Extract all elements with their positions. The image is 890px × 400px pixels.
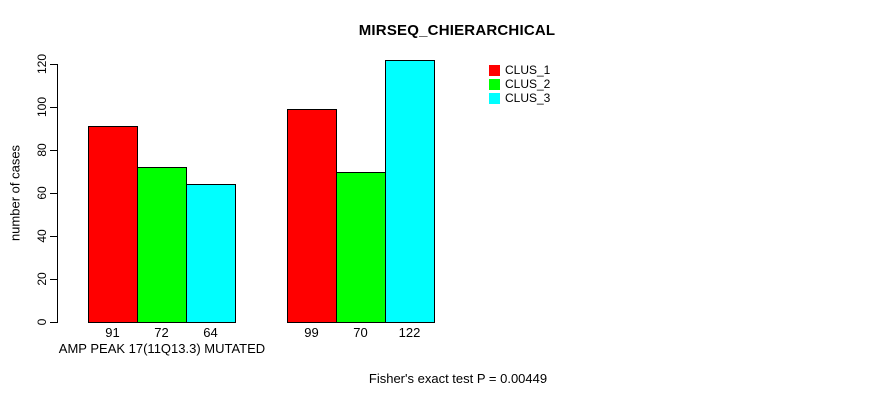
y-axis-tick xyxy=(50,107,58,108)
y-axis-tick-label: 0 xyxy=(35,318,49,326)
y-axis-tick-label: 120 xyxy=(35,53,49,75)
legend-color-swatch-clus_3 xyxy=(489,92,500,104)
y-axis-tick xyxy=(50,193,58,194)
chart-title: MIRSEQ_CHIERARCHICAL xyxy=(358,22,556,39)
bar-value-label: 64 xyxy=(203,325,218,340)
fisher-test-annotation: Fisher's exact test P = 0.00449 xyxy=(368,371,548,386)
bar-clus_3-group1 xyxy=(186,184,236,323)
bar-clus_2-group2 xyxy=(336,171,386,323)
y-axis-tick-label: 40 xyxy=(35,229,49,243)
bar-value-label: 91 xyxy=(105,325,120,340)
y-axis-tick xyxy=(50,279,58,280)
y-axis-tick xyxy=(50,150,58,151)
x-axis-group-label: AMP PEAK 17(11Q13.3) MUTATED xyxy=(58,341,266,356)
bar-value-label: 70 xyxy=(353,325,368,340)
bar-value-label: 99 xyxy=(304,325,319,340)
y-axis-tick-label: 20 xyxy=(35,272,49,286)
legend-label: CLUS_1 xyxy=(505,63,551,77)
bar-clus_1-group2 xyxy=(287,109,337,323)
bar-value-label: 122 xyxy=(398,325,421,340)
y-axis-tick xyxy=(50,236,58,237)
bar-clus_3-group2 xyxy=(385,59,435,323)
legend-item: CLUS_3 xyxy=(489,92,550,104)
legend-item: CLUS_1 xyxy=(489,64,550,76)
bar-value-label: 72 xyxy=(154,325,169,340)
y-axis-tick xyxy=(50,322,58,323)
legend-label: CLUS_2 xyxy=(505,77,551,91)
bar-clus_1-group1 xyxy=(88,126,138,323)
y-axis-tick-label: 60 xyxy=(35,186,49,200)
legend-color-swatch-clus_2 xyxy=(489,78,500,90)
legend: CLUS_1 CLUS_2 CLUS_3 xyxy=(489,64,550,106)
bar-clus_2-group1 xyxy=(137,167,187,323)
y-axis-tick-label: 80 xyxy=(35,143,49,157)
legend-color-swatch-clus_1 xyxy=(489,64,500,76)
y-axis-tick-label: 100 xyxy=(35,96,49,118)
legend-item: CLUS_2 xyxy=(489,78,550,90)
legend-label: CLUS_3 xyxy=(505,91,551,105)
y-axis-tick xyxy=(50,64,58,65)
